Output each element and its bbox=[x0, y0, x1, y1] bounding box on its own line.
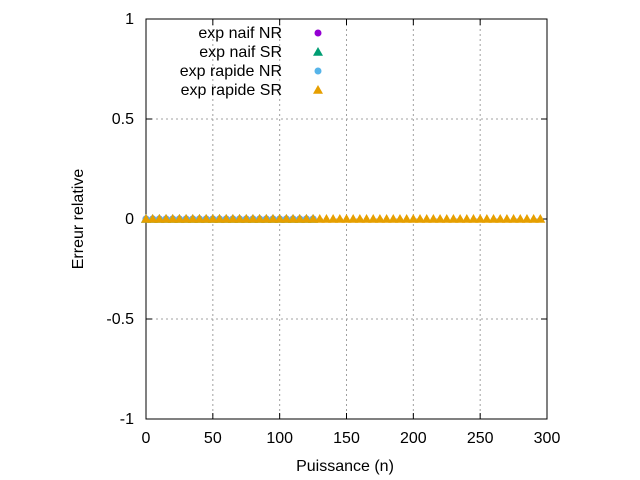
point-series-4 bbox=[535, 214, 546, 223]
point-series-4 bbox=[521, 214, 532, 223]
legend-marker-4 bbox=[313, 85, 323, 94]
data-points bbox=[141, 214, 546, 223]
point-series-4 bbox=[428, 214, 439, 223]
point-series-4 bbox=[435, 214, 446, 223]
point-series-4 bbox=[468, 214, 479, 223]
x-tick-label: 100 bbox=[266, 430, 293, 447]
point-series-4 bbox=[334, 214, 345, 223]
point-series-4 bbox=[288, 214, 299, 223]
point-series-4 bbox=[508, 214, 519, 223]
point-series-4 bbox=[294, 214, 305, 223]
x-tick-label: 50 bbox=[204, 430, 222, 447]
x-tick-label: 300 bbox=[534, 430, 561, 447]
point-series-4 bbox=[361, 214, 372, 223]
point-series-4 bbox=[227, 214, 238, 223]
legend-marker-1 bbox=[314, 29, 322, 37]
point-series-4 bbox=[415, 214, 426, 223]
point-series-4 bbox=[368, 214, 379, 223]
point-series-4 bbox=[354, 214, 365, 223]
legend-label-1: exp naif NR bbox=[198, 25, 282, 42]
point-series-4 bbox=[247, 214, 258, 223]
point-series-4 bbox=[401, 214, 412, 223]
x-tick-label: 0 bbox=[142, 430, 151, 447]
point-series-4 bbox=[314, 214, 325, 223]
point-series-4 bbox=[455, 214, 466, 223]
legend: exp naif NR exp naif SR exp rapide NR ex… bbox=[180, 25, 323, 99]
y-axis-label: Erreur relative bbox=[70, 169, 87, 270]
point-series-4 bbox=[221, 214, 232, 223]
point-series-4 bbox=[348, 214, 359, 223]
point-series-4 bbox=[394, 214, 405, 223]
point-series-4 bbox=[167, 214, 178, 223]
point-series-4 bbox=[501, 214, 512, 223]
point-series-4 bbox=[495, 214, 506, 223]
point-series-4 bbox=[154, 214, 165, 223]
point-series-4 bbox=[341, 214, 352, 223]
point-series-4 bbox=[328, 214, 339, 223]
point-series-4 bbox=[254, 214, 265, 223]
legend-label-2: exp naif SR bbox=[199, 44, 282, 61]
point-series-4 bbox=[141, 214, 151, 223]
point-series-4 bbox=[201, 214, 212, 223]
point-series-4 bbox=[241, 214, 252, 223]
point-series-4 bbox=[441, 214, 452, 223]
x-tick-label: 150 bbox=[333, 430, 360, 447]
point-series-4 bbox=[267, 214, 278, 223]
point-series-4 bbox=[261, 214, 272, 223]
point-series-4 bbox=[488, 214, 499, 223]
point-series-4 bbox=[207, 214, 218, 223]
y-tick-label: 0.5 bbox=[112, 111, 134, 128]
y-tick-label: 1 bbox=[125, 11, 134, 28]
point-series-4 bbox=[388, 214, 399, 223]
point-series-4 bbox=[161, 214, 172, 223]
point-series-4 bbox=[475, 214, 486, 223]
x-tick-label: 250 bbox=[467, 430, 494, 447]
legend-marker-3 bbox=[314, 67, 322, 75]
point-series-4 bbox=[374, 214, 385, 223]
point-series-4 bbox=[381, 214, 392, 223]
legend-label-4: exp rapide SR bbox=[181, 82, 282, 99]
point-series-4 bbox=[187, 214, 198, 223]
ticks: 0 50 100 150 200 250 300 -1 -0.5 0 0.5 1 bbox=[106, 11, 560, 447]
point-series-4 bbox=[301, 214, 312, 223]
point-series-4 bbox=[528, 214, 539, 223]
point-series-4 bbox=[174, 214, 185, 223]
point-series-4 bbox=[214, 214, 225, 223]
point-series-4 bbox=[274, 214, 285, 223]
y-tick-label: -0.5 bbox=[106, 311, 134, 328]
point-series-4 bbox=[308, 214, 319, 223]
point-series-4 bbox=[321, 214, 332, 223]
legend-markers bbox=[313, 29, 323, 94]
point-series-4 bbox=[181, 214, 192, 223]
legend-marker-2 bbox=[313, 47, 323, 56]
point-series-4 bbox=[515, 214, 526, 223]
x-axis-label: Puissance (n) bbox=[296, 458, 394, 475]
legend-label-3: exp rapide NR bbox=[180, 63, 282, 80]
y-tick-label: -1 bbox=[120, 411, 134, 428]
point-series-4 bbox=[481, 214, 492, 223]
y-tick-label: 0 bbox=[125, 211, 134, 228]
point-series-4 bbox=[194, 214, 205, 223]
point-series-4 bbox=[408, 214, 419, 223]
point-series-4 bbox=[448, 214, 459, 223]
point-series-4 bbox=[147, 214, 158, 223]
point-series-4 bbox=[461, 214, 472, 223]
point-series-4 bbox=[421, 214, 432, 223]
point-series-4 bbox=[281, 214, 292, 223]
point-series-4 bbox=[234, 214, 245, 223]
x-tick-label: 200 bbox=[400, 430, 427, 447]
